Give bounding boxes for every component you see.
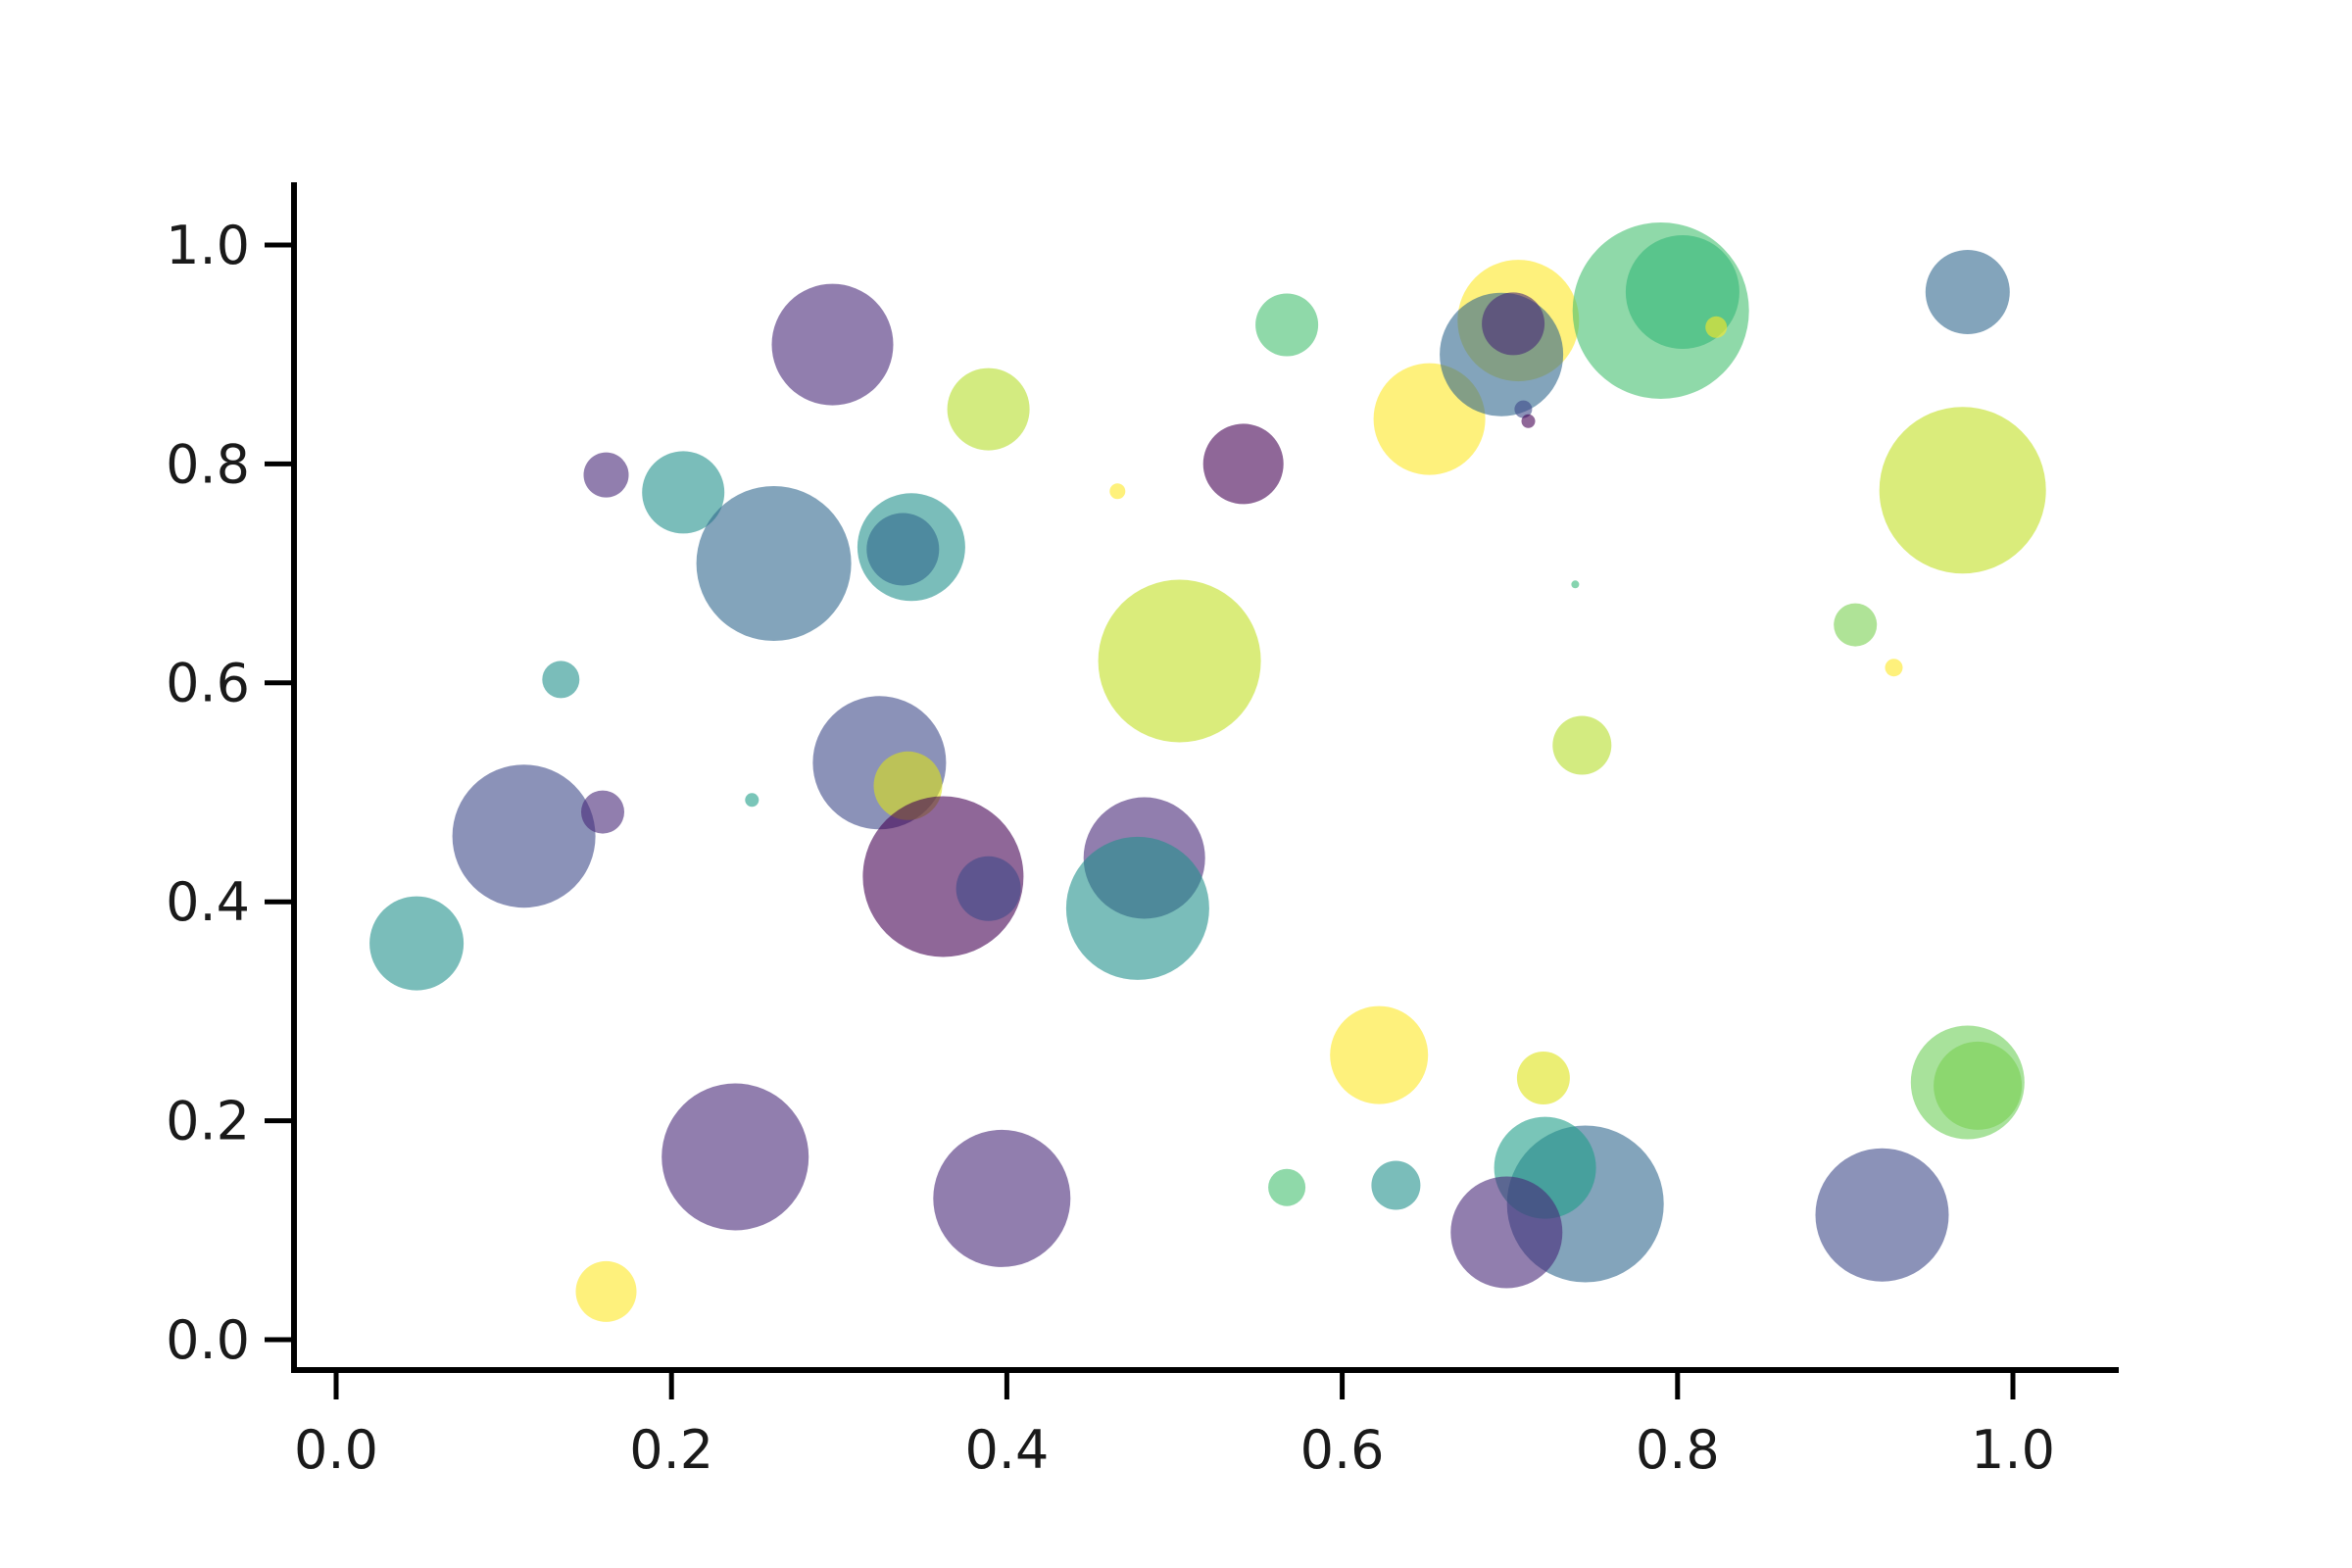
bubble — [1934, 1041, 2023, 1130]
bubble — [933, 1129, 1071, 1267]
bubble — [1815, 1148, 1949, 1282]
bubble — [1065, 836, 1209, 980]
bubble — [581, 790, 624, 834]
bubble — [1705, 316, 1728, 338]
bubble — [866, 513, 940, 586]
y-tick-label: 0.4 — [166, 871, 250, 933]
bubble — [1514, 400, 1533, 418]
bubble — [542, 661, 580, 699]
bubble — [1885, 659, 1903, 677]
bubble — [947, 368, 1030, 451]
bubble — [1834, 603, 1878, 647]
bubble — [1098, 579, 1261, 743]
bubble — [1255, 293, 1319, 357]
bubbles-layer — [369, 222, 2046, 1322]
bubble — [1552, 715, 1612, 775]
x-tick-label: 0.8 — [1636, 1419, 1720, 1481]
bubble — [369, 896, 465, 991]
bubble — [1925, 250, 2010, 334]
y-tick-label: 1.0 — [166, 215, 250, 276]
x-tick-label: 0.6 — [1300, 1419, 1385, 1481]
x-tick-label: 0.0 — [294, 1419, 378, 1481]
x-tick-label: 1.0 — [1971, 1419, 2055, 1481]
bubble — [745, 793, 760, 808]
bubble — [1521, 414, 1536, 428]
bubble — [1482, 292, 1545, 356]
bubble — [583, 452, 629, 498]
bubble — [1268, 1168, 1306, 1206]
axes-layer: 0.0 0.2 0.4 0.6 0.8 1.0 0.0 0.2 0.4 0.6 0.8 1.0 — [166, 182, 2119, 1481]
bubble — [1516, 1052, 1570, 1104]
bubble — [1450, 1176, 1563, 1289]
x-tick-label: 0.4 — [964, 1419, 1049, 1481]
bubble — [771, 283, 894, 406]
bubble — [642, 451, 725, 534]
bubble — [956, 856, 1021, 921]
bubble — [452, 764, 596, 908]
bubble — [1879, 407, 2046, 574]
bubble — [1371, 1160, 1421, 1210]
y-tick-label: 0.6 — [166, 653, 250, 714]
bubble — [1330, 1005, 1429, 1104]
bubble — [1202, 423, 1284, 505]
bubble — [696, 486, 852, 641]
bubble — [575, 1260, 637, 1322]
x-tick-label: 0.2 — [629, 1419, 713, 1481]
bubble — [662, 1083, 809, 1231]
y-tick-label: 0.2 — [166, 1091, 250, 1152]
y-tick-label: 0.0 — [166, 1309, 250, 1371]
y-tick-label: 0.8 — [166, 433, 250, 495]
bubble — [1109, 483, 1126, 500]
bubble — [1571, 580, 1580, 589]
